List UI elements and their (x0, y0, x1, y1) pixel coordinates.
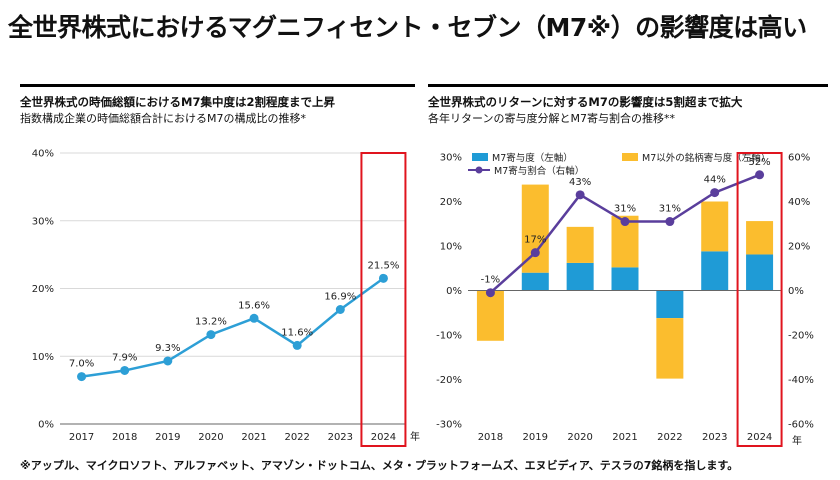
left-panel-rule (20, 84, 415, 87)
right-y-left-tick-label: 20% (440, 197, 462, 208)
ratio-data-point (530, 248, 540, 258)
right-y-right-tick-label: 0% (788, 286, 804, 297)
right-y-left-tick-label: -10% (436, 331, 462, 342)
right-y-right-tick-label: -40% (788, 375, 814, 386)
right-y-right-tick-label: -60% (788, 420, 814, 431)
right-y-right-tick-label: -20% (788, 331, 814, 342)
other-contribution-bar (476, 290, 504, 341)
ratio-data-label: 17% (524, 235, 546, 246)
right-panel-subtitle: 各年リターンの寄与度分解とM7寄与割合の推移** (428, 112, 675, 125)
right-y-right-tick-label: 60% (788, 153, 810, 164)
right-x-tick-label: 2019 (523, 432, 548, 443)
other-contribution-bar (521, 184, 549, 273)
ratio-data-label: 31% (614, 204, 636, 215)
left-x-tick-label: 2022 (284, 432, 309, 443)
other-contribution-bar (701, 201, 729, 252)
footnote: ※アップル、マイクロソフト、アルファベット、アマゾン・ドットコム、メタ・プラット… (20, 459, 739, 472)
left-x-tick-label: 2023 (328, 432, 353, 443)
right-panel-title: 全世界株式のリターンに対するM7の影響度は5割超まで拡大 (428, 95, 743, 109)
right-y-left-tick-label: 0% (446, 286, 462, 297)
left-data-label: 16.9% (324, 292, 356, 303)
right-y-left-tick-label: 30% (440, 153, 462, 164)
left-series-line (81, 277, 385, 378)
legend-other-swatch (622, 153, 638, 161)
right-y-right-tick-label: 40% (788, 197, 810, 208)
left-data-label: 15.6% (238, 300, 270, 311)
left-x-tick-label: 2021 (241, 432, 266, 443)
m7-contribution-bar (656, 290, 684, 319)
left-y-tick-label: 30% (32, 216, 54, 227)
ratio-data-point (575, 190, 585, 200)
m7-contribution-bar (521, 272, 549, 291)
ratio-data-label: -1% (481, 275, 500, 286)
other-contribution-bar (566, 226, 594, 263)
legend-m7-swatch (472, 153, 488, 161)
ratio-data-label: 44% (704, 175, 726, 186)
right-panel-rule (428, 84, 828, 87)
ratio-data-point (485, 288, 495, 298)
left-data-label: 7.9% (112, 352, 137, 363)
left-y-tick-label: 20% (32, 284, 54, 295)
legend-m7-label: M7寄与度（左軸） (492, 152, 573, 164)
ratio-data-label: 31% (659, 204, 681, 215)
m7-contribution-bar (701, 251, 729, 291)
left-data-label: 13.2% (195, 317, 227, 328)
other-contribution-bar (746, 221, 774, 255)
right-x-tick-label: 2018 (478, 432, 503, 443)
ratio-data-point (665, 217, 675, 227)
left-x-tick-label: 2018 (112, 432, 137, 443)
m7-contribution-bar (566, 262, 594, 291)
left-x-tick-label: 2019 (155, 432, 180, 443)
other-contribution-bar (656, 318, 684, 379)
right-x-unit-label: 年 (792, 434, 802, 447)
ratio-data-label: 43% (569, 177, 591, 188)
left-panel-subtitle: 指数構成企業の時価総額合計におけるM7の構成比の推移* (20, 112, 306, 125)
left-data-label: 9.3% (155, 343, 180, 354)
right-x-tick-label: 2023 (702, 432, 727, 443)
right-y-left-tick-label: -20% (436, 375, 462, 386)
left-data-point (120, 365, 130, 375)
page-title: 全世界株式におけるマグニフィセント・セブン（M7※）の影響度は高い (8, 13, 807, 42)
left-x-unit-label: 年 (410, 430, 420, 443)
left-data-point (378, 273, 388, 283)
left-highlight-box (360, 152, 407, 447)
right-y-left-tick-label: 10% (440, 242, 462, 253)
left-data-point (249, 313, 259, 323)
left-x-tick-label: 2024 (371, 432, 396, 443)
left-y-tick-label: 10% (32, 352, 54, 363)
right-y-left-tick-label: -30% (436, 420, 462, 431)
ratio-data-point (620, 217, 630, 227)
right-y-right-tick-label: 20% (788, 242, 810, 253)
right-x-tick-label: 2022 (657, 432, 682, 443)
right-x-tick-label: 2021 (612, 432, 637, 443)
left-data-point (77, 372, 87, 382)
right-x-tick-label: 2020 (567, 432, 592, 443)
left-data-point (206, 330, 216, 340)
left-data-point (163, 356, 173, 366)
legend-ratio-label: M7寄与割合（右軸） (494, 165, 584, 177)
left-y-tick-label: 0% (38, 420, 54, 431)
right-x-tick-label: 2024 (747, 432, 772, 443)
left-data-point (292, 340, 302, 350)
left-x-tick-label: 2017 (69, 432, 94, 443)
left-x-tick-label: 2020 (198, 432, 223, 443)
left-data-label: 11.6% (281, 327, 313, 338)
left-panel-title: 全世界株式の時価総額におけるM7集中度は2割程度まで上昇 (20, 95, 335, 109)
m7-contribution-bar (746, 254, 774, 291)
left-data-point (335, 305, 345, 315)
legend-ratio-marker (475, 166, 483, 174)
ratio-data-point (755, 170, 765, 180)
left-data-label: 21.5% (368, 260, 400, 271)
left-y-tick-label: 40% (32, 149, 54, 160)
left-data-label: 7.0% (69, 359, 94, 370)
ratio-data-label: 52% (748, 157, 770, 168)
ratio-data-point (710, 188, 720, 198)
m7-contribution-bar (611, 267, 639, 291)
right-highlight-box (736, 152, 783, 447)
